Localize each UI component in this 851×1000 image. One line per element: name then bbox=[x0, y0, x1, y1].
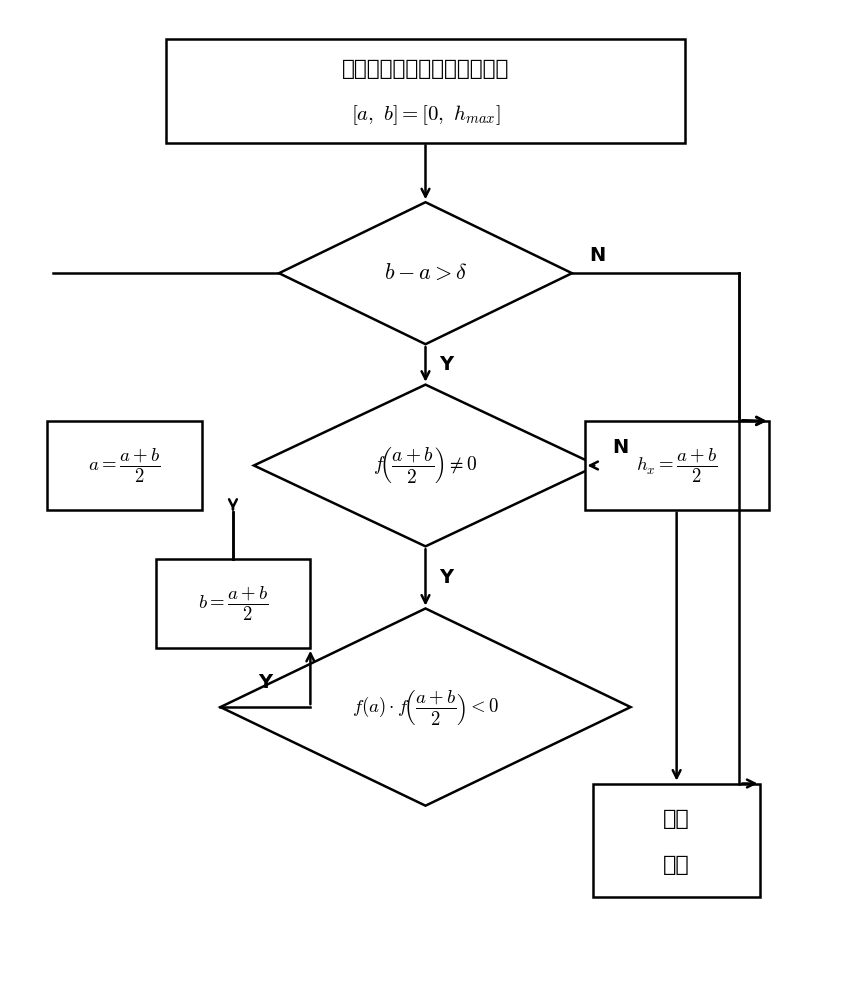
Polygon shape bbox=[254, 385, 597, 546]
Text: $f\!\left(\dfrac{a+b}{2}\right)\neq 0$: $f\!\left(\dfrac{a+b}{2}\right)\neq 0$ bbox=[374, 445, 477, 486]
Bar bbox=[166, 39, 685, 143]
Text: $b-a>\delta$: $b-a>\delta$ bbox=[384, 263, 467, 283]
Text: Y: Y bbox=[439, 355, 454, 374]
Bar bbox=[47, 421, 202, 510]
Text: $b=\dfrac{a+b}{2}$: $b=\dfrac{a+b}{2}$ bbox=[197, 584, 268, 623]
Text: $h_x=\dfrac{a+b}{2}$: $h_x=\dfrac{a+b}{2}$ bbox=[636, 446, 717, 485]
Text: 输出: 输出 bbox=[663, 855, 690, 875]
Polygon shape bbox=[279, 202, 572, 344]
Text: Y: Y bbox=[259, 673, 272, 692]
Polygon shape bbox=[220, 608, 631, 806]
Bar bbox=[593, 784, 760, 897]
Text: 结束: 结束 bbox=[663, 809, 690, 829]
Text: N: N bbox=[589, 246, 605, 265]
Text: $f(a)\cdot f\!\left(\dfrac{a+b}{2}\right)<0$: $f(a)\cdot f\!\left(\dfrac{a+b}{2}\right… bbox=[351, 688, 500, 727]
Bar bbox=[156, 559, 311, 648]
Text: Y: Y bbox=[439, 568, 454, 587]
Text: $a=\dfrac{a+b}{2}$: $a=\dfrac{a+b}{2}$ bbox=[88, 446, 160, 485]
Bar bbox=[585, 421, 768, 510]
Text: N: N bbox=[613, 438, 629, 457]
Text: $[a,\ b]=[0,\ h_{max}]$: $[a,\ b]=[0,\ h_{max}]$ bbox=[351, 104, 500, 127]
Text: 选取除氧器水位高度初始区间: 选取除氧器水位高度初始区间 bbox=[342, 59, 509, 79]
